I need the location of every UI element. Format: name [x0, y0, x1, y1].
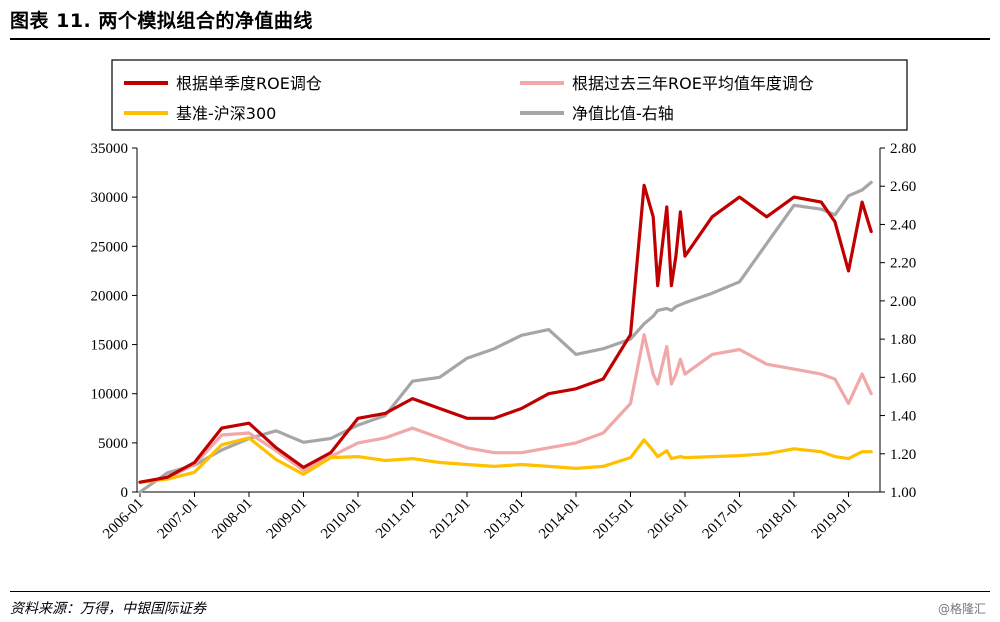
figure-title: 图表 11. 两个模拟组合的净值曲线 — [10, 10, 313, 32]
source-note: 资料来源：万得，中银国际证券 — [10, 601, 206, 617]
axes: 0 5000 10000 15000 20000 25000 30000 35000 1.00 1… — [91, 141, 917, 542]
right-axis-tick-label: 1.20 — [890, 447, 916, 463]
x-axis-tick-label: 2018-01 — [754, 496, 801, 543]
x-axis-tick-label: 2019-01 — [809, 496, 856, 543]
right-axis-tick-label: 2.00 — [890, 294, 916, 310]
right-axis-tick-label: 2.40 — [890, 217, 916, 233]
x-axis-tick-label: 2006-01 — [100, 496, 147, 543]
legend-label: 根据单季度ROE调仓 — [176, 74, 322, 93]
left-axis-tick-label: 15000 — [91, 338, 129, 354]
right-axis-tick-label: 1.40 — [890, 409, 916, 425]
right-axis-tick-label: 2.80 — [890, 141, 916, 157]
right-axis-tick-label: 1.00 — [890, 485, 916, 501]
source-rule — [10, 591, 990, 592]
right-axis-tick-label: 2.60 — [890, 179, 916, 195]
series-line-2 — [138, 436, 873, 484]
left-axis-tick-label: 35000 — [91, 141, 129, 157]
x-axis-tick-label: 2014-01 — [536, 496, 583, 543]
series-line-1 — [138, 333, 873, 484]
watermark: @格隆汇 — [937, 602, 986, 616]
legend-label: 基准-沪深300 — [176, 104, 276, 123]
x-axis-tick-label: 2016-01 — [645, 496, 692, 543]
series-lines — [138, 180, 873, 494]
left-axis-tick-label: 20000 — [91, 288, 129, 304]
left-axis-tick-label: 5000 — [98, 436, 128, 452]
x-axis-tick-label: 2010-01 — [318, 496, 365, 543]
left-axis-tick-label: 25000 — [91, 239, 129, 255]
legend-label: 净值比值-右轴 — [572, 104, 674, 123]
right-axis-tick-label: 2.20 — [890, 256, 916, 272]
left-axis-tick-label: 30000 — [91, 190, 129, 206]
title-rule — [10, 38, 990, 40]
right-axis-tick-label: 1.60 — [890, 370, 916, 386]
legend-box — [111, 59, 908, 131]
series-line-0 — [138, 183, 873, 484]
x-axis-tick-label: 2011-01 — [373, 496, 419, 542]
x-axis-tick-label: 2013-01 — [482, 496, 529, 543]
x-axis-tick-label: 2017-01 — [700, 496, 747, 543]
x-axis-tick-label: 2015-01 — [591, 496, 638, 543]
left-axis-tick-label: 0 — [121, 485, 129, 501]
x-axis-tick-label: 2007-01 — [155, 496, 202, 543]
right-axis-tick-label: 1.80 — [890, 332, 916, 348]
x-axis-tick-label: 2008-01 — [209, 496, 256, 543]
x-axis-tick-label: 2009-01 — [264, 496, 311, 543]
series-line-3 — [138, 180, 873, 494]
x-axis-tick-label: 2012-01 — [427, 496, 474, 543]
left-axis-tick-label: 10000 — [91, 387, 129, 403]
legend-label: 根据过去三年ROE平均值年度调仓 — [572, 74, 814, 93]
